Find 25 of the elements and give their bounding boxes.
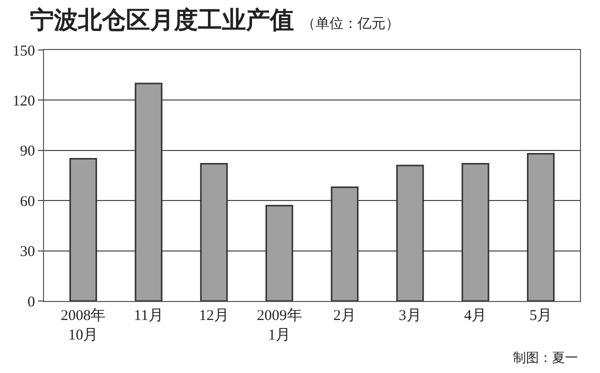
bar bbox=[396, 164, 424, 301]
x-tick-label: 5月 bbox=[530, 308, 552, 324]
x-tick-label: 2月 bbox=[333, 308, 356, 324]
x-tick-label: 2008年 10月 bbox=[60, 307, 106, 344]
x-tick-label: 11月 bbox=[134, 308, 164, 324]
y-tick-label: 120 bbox=[12, 93, 35, 110]
x-tick-label: 12月 bbox=[198, 308, 229, 324]
y-tick-label: 60 bbox=[20, 194, 35, 210]
y-tick-label: 150 bbox=[12, 43, 35, 60]
y-tick-label: 90 bbox=[20, 144, 35, 160]
chart-subtitle: （单位：亿元） bbox=[302, 16, 400, 32]
x-tick-label: 2009年 1月 bbox=[256, 307, 302, 344]
bar bbox=[330, 186, 359, 301]
x-tick-label: 3月 bbox=[398, 308, 422, 324]
bar bbox=[200, 163, 228, 301]
y-tick-label: 30 bbox=[20, 244, 35, 260]
x-tick-label: 4月 bbox=[464, 308, 487, 324]
text: 制图：夏一 bbox=[513, 351, 578, 366]
bar bbox=[69, 158, 98, 301]
chart-title: 宁波北仓区月度工业产值 bbox=[30, 6, 294, 34]
bar bbox=[134, 82, 162, 301]
y-tick-label: 0 bbox=[28, 294, 35, 310]
bar bbox=[462, 163, 490, 301]
bar bbox=[265, 204, 294, 301]
bar bbox=[526, 153, 555, 301]
